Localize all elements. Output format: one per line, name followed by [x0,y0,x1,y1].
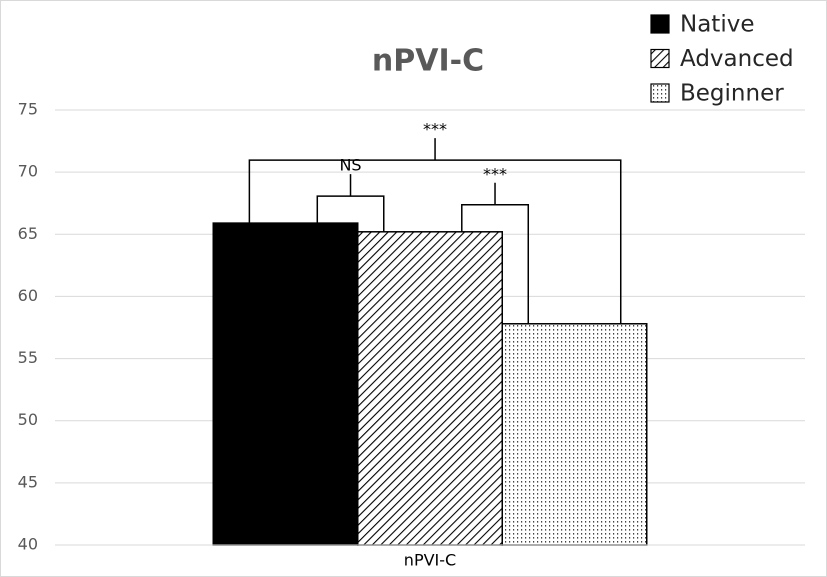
x-tick-label: nPVI-C [404,551,456,570]
y-tick-label: 55 [18,348,38,367]
y-tick-label: 45 [18,472,38,491]
chart-title: nPVI-C [372,44,484,79]
y-tick-label: 60 [18,286,38,305]
significance-bracket [461,182,530,324]
legend-swatch [650,14,670,34]
bar [212,222,359,546]
legend-label: Advanced [680,46,794,72]
legend-label: Native [680,12,754,38]
significance-bracket [248,138,622,324]
legend-label: Beginner [680,81,784,107]
significance-label: *** [423,120,447,139]
significance-bracket [316,174,385,232]
y-tick-label: 70 [18,162,38,181]
y-tick-label: 40 [18,535,38,554]
y-tick-label: 75 [18,100,38,119]
legend-swatch [650,48,670,69]
bar [357,231,503,546]
legend-swatch [650,83,670,103]
y-tick-label: 50 [18,410,38,429]
y-tick-label: 65 [18,224,38,243]
bar [501,323,648,546]
significance-label: NS [339,156,361,175]
significance-label: *** [483,164,507,183]
